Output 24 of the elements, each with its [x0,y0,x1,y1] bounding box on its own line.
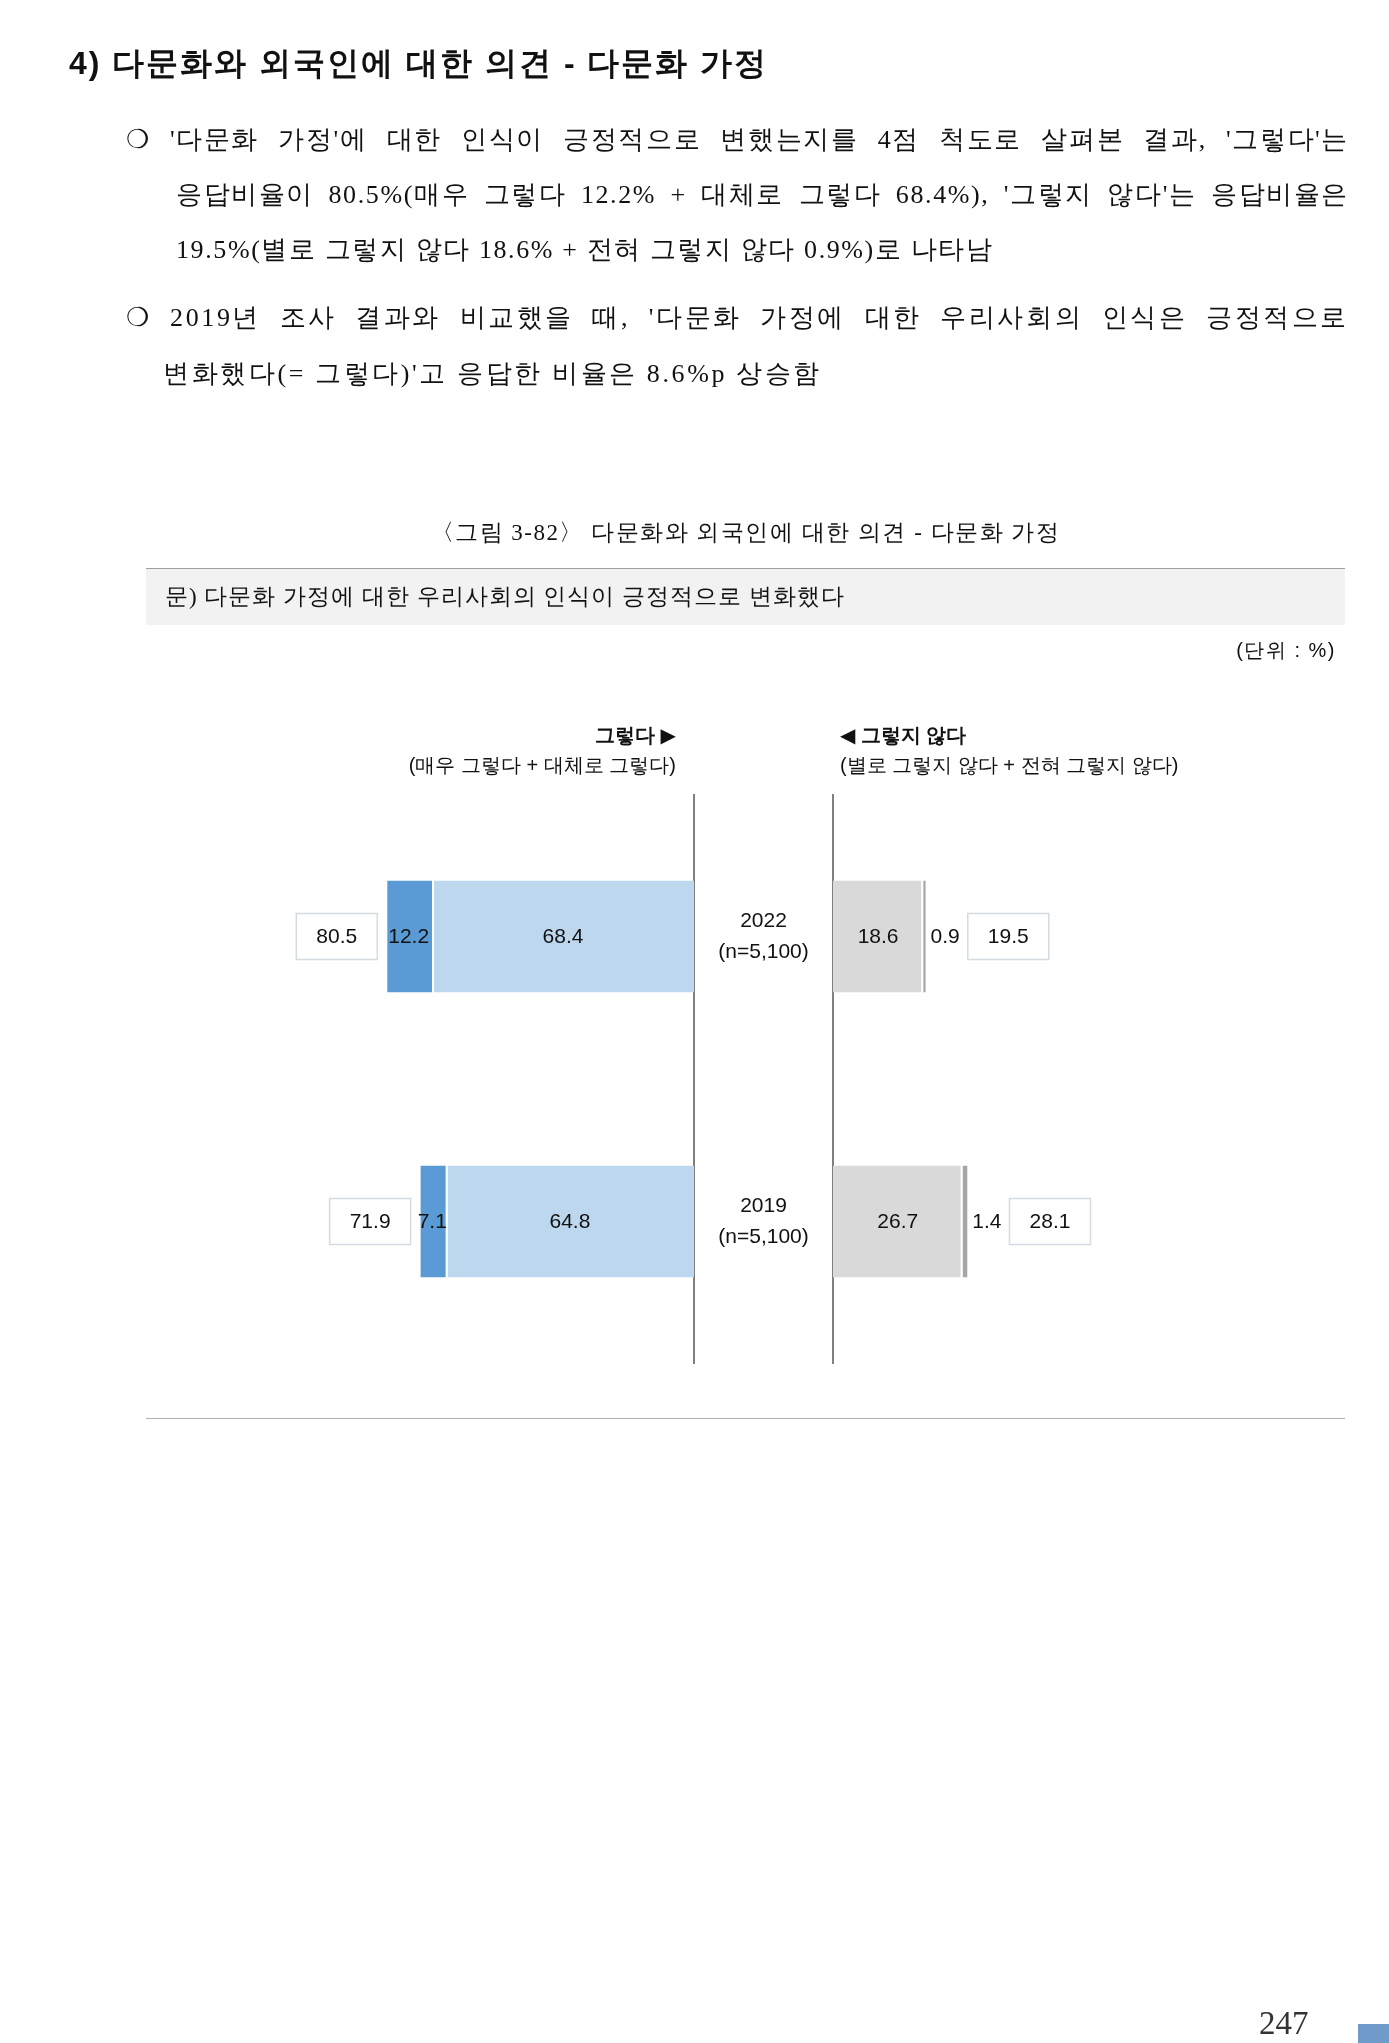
text: (별로 그렇지 않다 + 전혀 그렇지 않다) [839,753,1180,778]
chart-title: ◀ 그렇지 않다 [839,723,968,748]
text: 〈그림 3-82〉 다문화와 외국인에 대한 의견 - 다문화 가정 [429,519,1062,547]
y-tick-label: 2022 (n=5,100) [718,908,809,962]
total-label: 71.9 [349,1209,391,1233]
total-label: 80.5 [316,924,358,948]
chart-title: 그렇다 ▶ [594,723,677,748]
text: 문) 다문화 가정에 대한 우리사회의 인식이 긍정적으로 변화했다 [165,583,845,611]
data-label: 68.4 [542,924,584,948]
chart-subtitle: (매우 그렇다 + 대체로 그렇다) [407,753,677,778]
total-label: 19.5 [987,924,1029,948]
data-label: 64.8 [549,1209,591,1233]
data-label: 0.9 [930,924,960,948]
text: ❍ 2019년 조사 결과와 비교했을 때, '다문화 가정에 대한 우리사회의 인식은 긍정적으로 변화했다(= 그렇다)'고 응답한 비율은 8.6%p 상승함 [126,302,1349,390]
text: (단위 : %) [1236,638,1336,663]
text: ❍ '다문화 가정'에 대한 인식이 긍정적으로 변했는지를 4점 척도로 살펴본 결과, '그렇다'는 응답비율이 80.5%(매우 그렇다 12.2% + 대체로 그렇다 68.4%), '그렇지 않다'는 응답비율은 19.5%(별로 그렇지 않다 18.6% + 전혀 그렇지 않다 0.9%)로 나타남 [126,124,1349,266]
data-label: 12.2 [388,924,430,948]
y-tick-label: 2019 (n=5,100) [718,1193,809,1247]
text: 4) 다문화와 외국인에 대한 의견 - 다문화 가정 [69,44,769,83]
total-label: 28.1 [1029,1209,1071,1233]
data-label: 18.6 [857,924,899,948]
text: 247 [1259,2004,1309,2043]
data-label: 26.7 [877,1209,919,1233]
data-label: 1.4 [972,1209,1002,1233]
